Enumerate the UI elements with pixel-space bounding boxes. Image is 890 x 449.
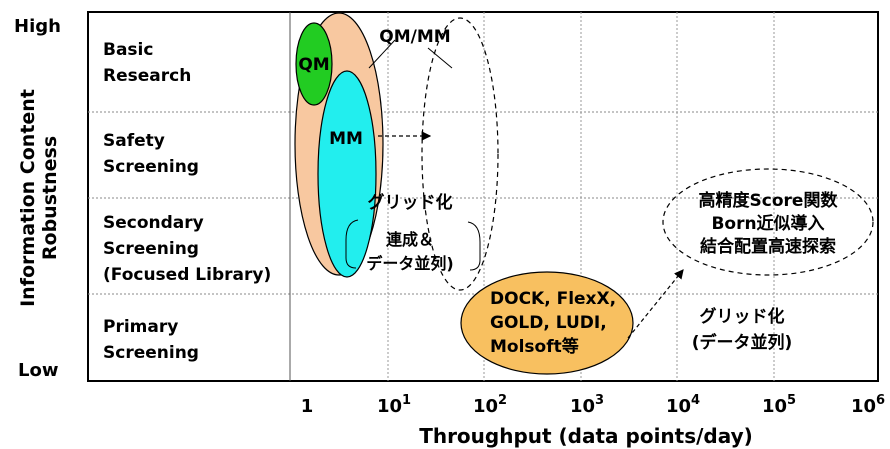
x-tick-4: 104: [666, 393, 700, 417]
x-tick-0: 1: [301, 396, 314, 417]
x-tick-base: 1: [301, 396, 314, 417]
y-low-label: Low: [18, 360, 58, 381]
row-label-2-1: Screening: [103, 239, 199, 259]
mm-label: MM: [329, 129, 363, 149]
x-tick-base: 10: [851, 396, 876, 417]
x-tick-1: 101: [377, 393, 411, 417]
x-tick-3: 103: [570, 393, 604, 417]
mm-ellipse: [317, 70, 377, 278]
x-tick-base: 10: [666, 396, 691, 417]
qmmm-leader: [368, 39, 396, 69]
dock-line-0: DOCK, FlexX,: [490, 289, 616, 309]
grid1-bracket-right: [467, 221, 481, 271]
future-line-1: Born近似導入: [711, 213, 824, 234]
future-leader: [427, 47, 453, 69]
row-labels: Basic Research Safety Screening Secondary Scr…: [103, 40, 271, 363]
grid1-sub2: データ並列): [366, 254, 453, 273]
dock-ellipse: [460, 271, 634, 375]
grid2-label-line1: グリッド化: [700, 306, 785, 327]
dock-tools-text: DOCK, FlexX, GOLD, LUDI, Molsoft等: [490, 289, 616, 357]
qmmm-label: QM/MM: [379, 27, 450, 47]
qm-ellipse: [295, 22, 333, 106]
row-label-3-1: Screening: [103, 343, 199, 363]
future-line-2: 結合配置高速探索: [700, 236, 836, 257]
dock-arrow: [627, 269, 684, 339]
grid1-sub1: 連成＆: [386, 230, 434, 249]
x-tick-base: 10: [570, 396, 595, 417]
row-label-1-1: Screening: [103, 157, 199, 177]
x-axis-title: Throughput (data points/day): [419, 424, 753, 448]
x-tick-exponent: 5: [787, 393, 796, 408]
x-tick-labels: 1 101 102 103 104 105 106: [301, 393, 885, 417]
x-tick-exponent: 3: [595, 393, 604, 408]
dock-line-1: GOLD, LUDI,: [490, 313, 607, 333]
x-tick-base: 10: [377, 396, 402, 417]
y-axis-title-line2: Robustness: [39, 136, 61, 260]
row-label-0-1: Research: [103, 66, 191, 86]
row-label-1-0: Safety: [103, 131, 165, 151]
x-tick-base: 10: [762, 396, 787, 417]
x-tick-exponent: 2: [498, 393, 507, 408]
x-tick-6: 106: [851, 393, 885, 417]
x-tick-exponent: 1: [402, 393, 411, 408]
future-qmmm-ellipse: [421, 17, 499, 291]
grid1-bracket-left: [345, 219, 359, 269]
x-tick-5: 105: [762, 393, 796, 417]
y-high-label: High: [14, 16, 61, 37]
x-tick-exponent: 6: [876, 393, 885, 408]
y-axis-title-line1: Information Content: [17, 89, 39, 307]
row-label-2-0: Secondary: [103, 213, 204, 233]
future-line-0: 高精度Score関数: [699, 190, 839, 211]
row-label-3-0: Primary: [103, 317, 178, 337]
x-tick-2: 102: [473, 393, 507, 417]
future-dock-ellipse: [662, 168, 874, 276]
row-label-0-0: Basic: [103, 40, 153, 60]
dock-line-2: Molsoft等: [490, 336, 579, 357]
plot-frame: [87, 11, 879, 382]
qm-label: QM: [298, 55, 329, 75]
x-tick-base: 10: [473, 396, 498, 417]
row-label-2-2: (Focused Library): [103, 265, 271, 285]
vertical-gridlines: [289, 12, 775, 381]
grid2-label-line2: (データ並列): [692, 332, 793, 353]
x-tick-exponent: 4: [691, 393, 700, 408]
grid1-label: グリッド化: [368, 192, 453, 213]
